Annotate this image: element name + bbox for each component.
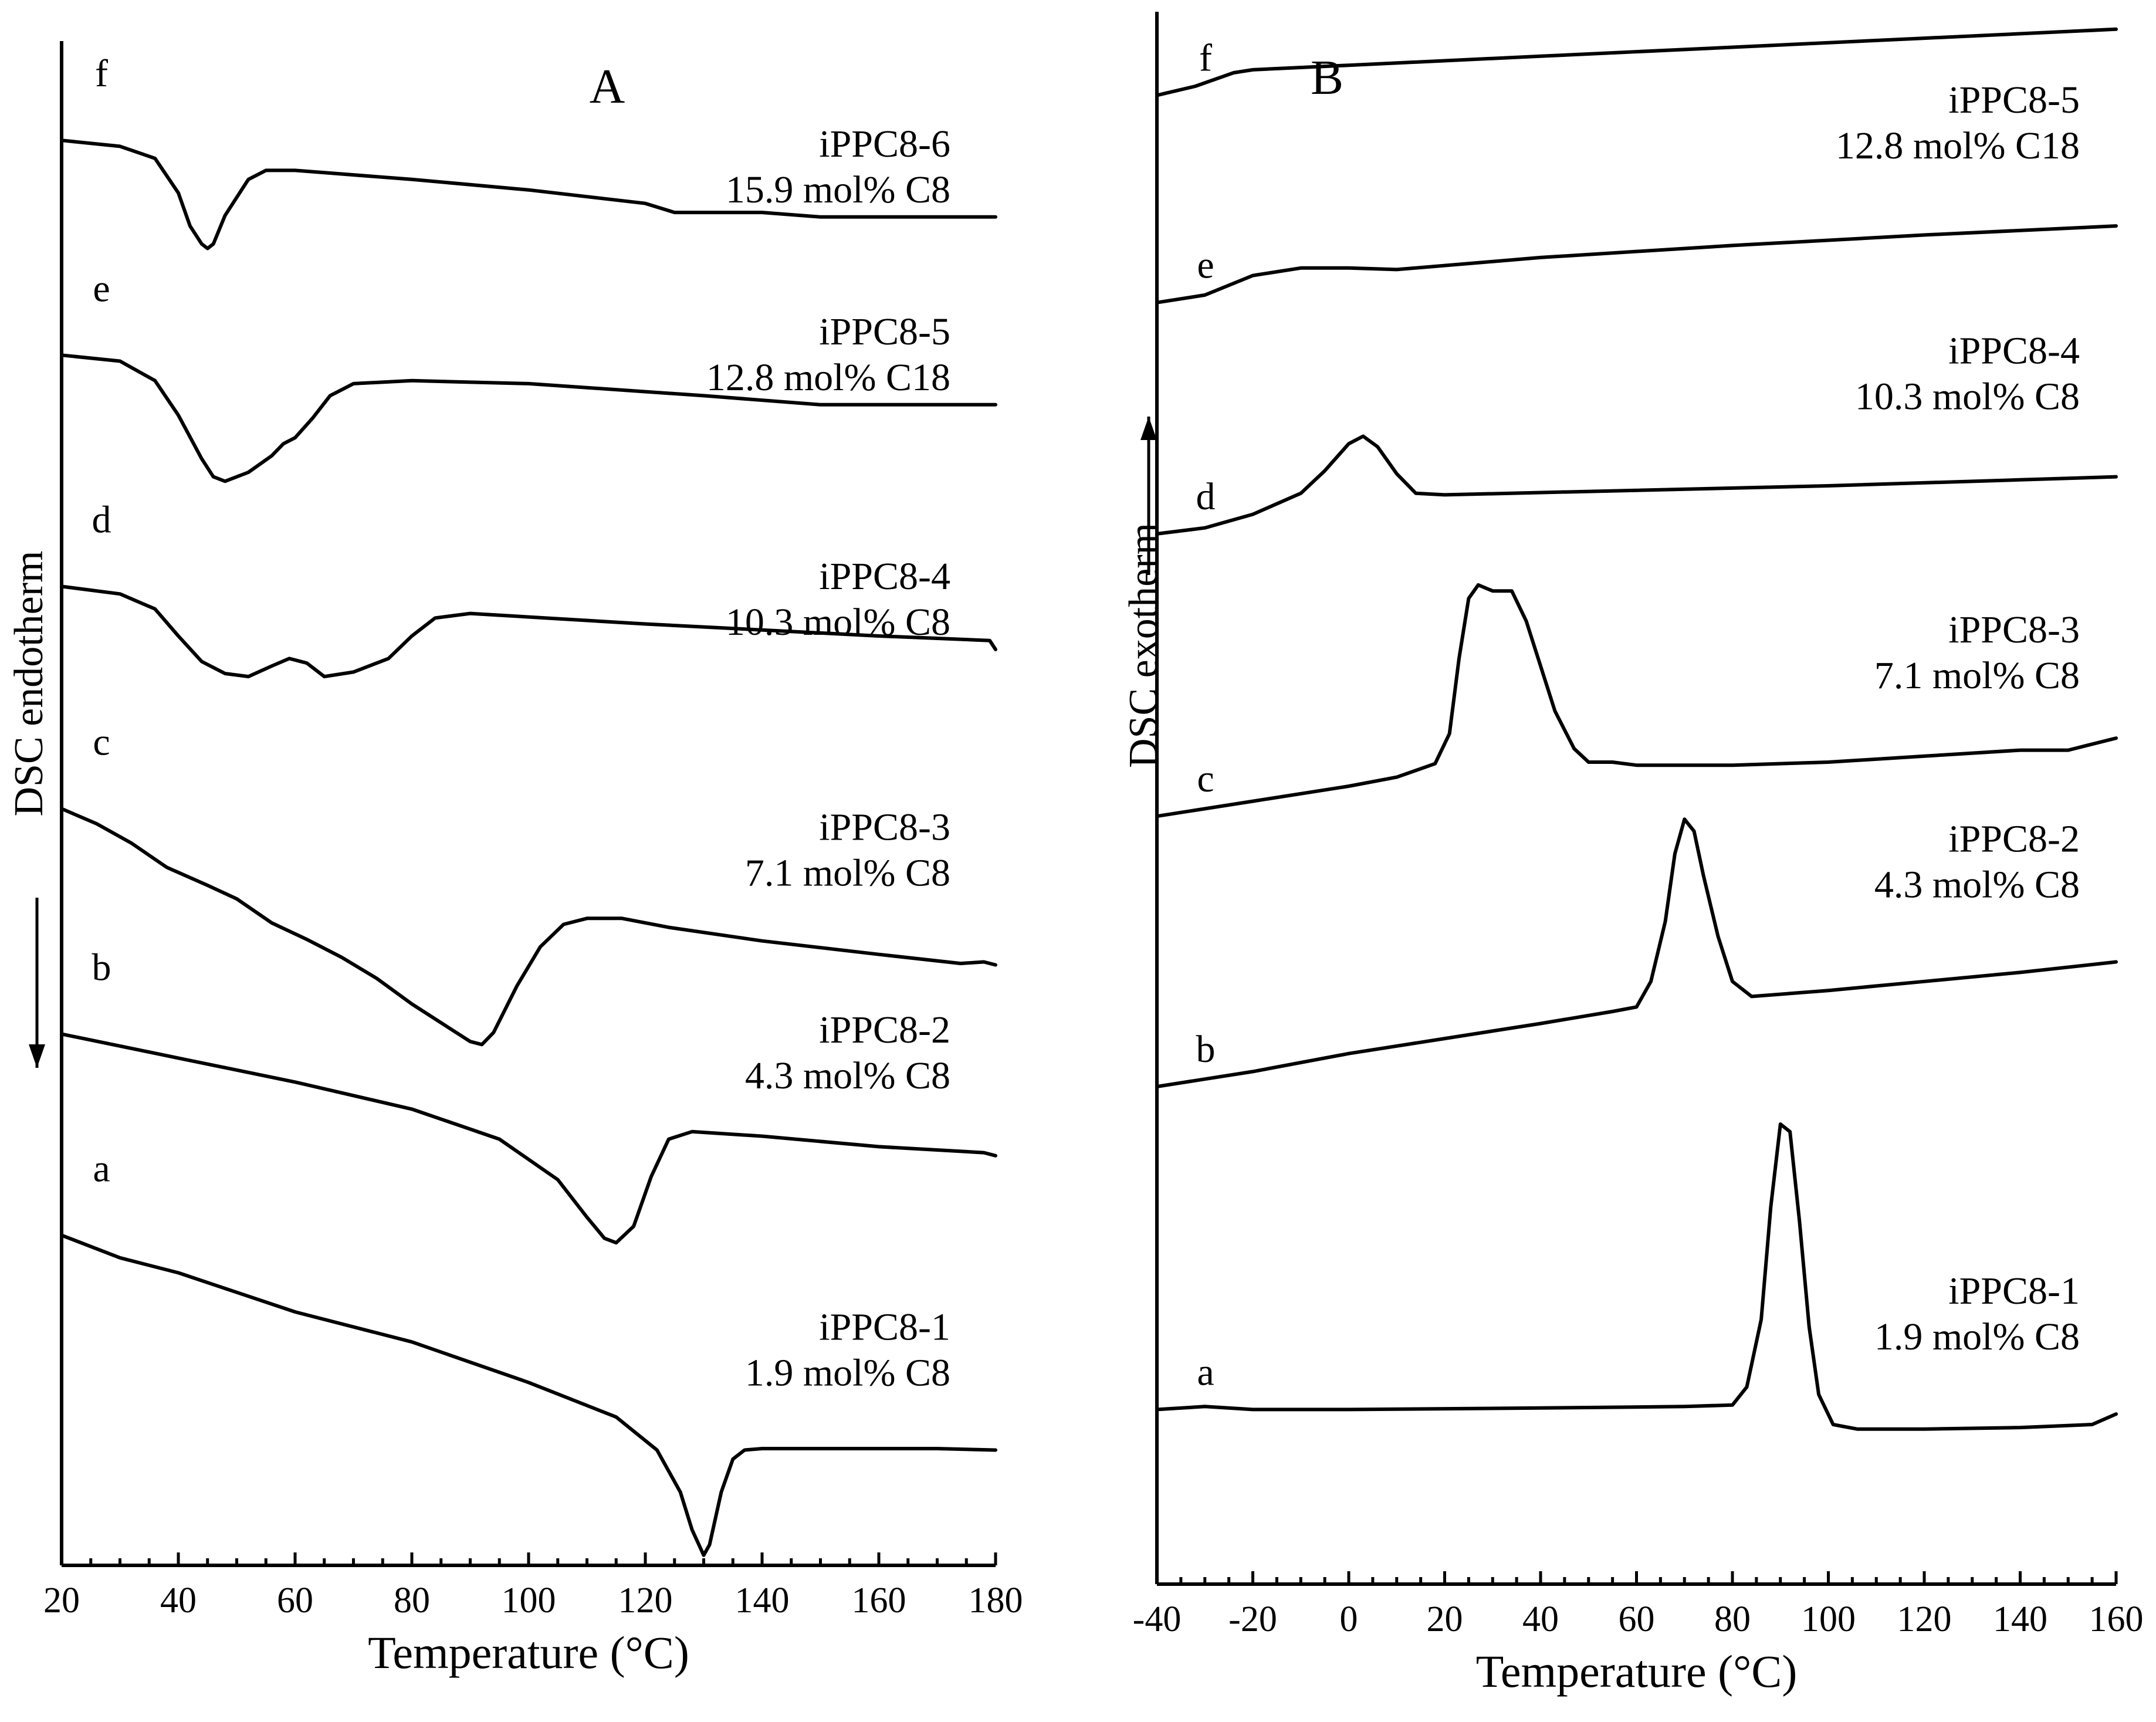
curve-d xyxy=(60,584,997,679)
x-tick-label: 100 xyxy=(1801,1599,1856,1639)
series-name-label: iPPC8-3 xyxy=(1948,608,2080,651)
curve-key-label: a xyxy=(93,1147,110,1190)
curve-key-label: d xyxy=(92,499,111,542)
x-tick-label: 80 xyxy=(1714,1599,1751,1639)
series-composition-label: 7.1 mol% C8 xyxy=(1874,654,2080,697)
curve-key-label: f xyxy=(1199,36,1212,79)
series-composition-label: 1.9 mol% C8 xyxy=(1874,1315,2080,1358)
curve-b xyxy=(1155,817,2118,1088)
series-name-label: iPPC8-4 xyxy=(1948,330,2080,373)
series-name-label: iPPC8-4 xyxy=(819,555,950,598)
x-tick-label: 20 xyxy=(43,1581,80,1620)
curve-key-label: e xyxy=(1197,244,1214,287)
series-composition-label: 1.9 mol% C8 xyxy=(745,1352,950,1395)
series-name-label: iPPC8-1 xyxy=(819,1306,950,1349)
curve-c xyxy=(1155,583,2118,818)
series-name-label: iPPC8-5 xyxy=(819,310,950,353)
curve-key-label: b xyxy=(92,946,111,989)
curve-key-label: d xyxy=(1196,475,1216,518)
series-name-label: iPPC8-2 xyxy=(1948,818,2080,861)
curve-e xyxy=(60,353,997,483)
curve-b xyxy=(60,1032,997,1245)
x-tick-label: 180 xyxy=(969,1581,1023,1620)
x-tick-label: 140 xyxy=(735,1581,790,1620)
series-name-label: iPPC8-2 xyxy=(819,1009,950,1051)
series-name-label: iPPC8-6 xyxy=(819,123,950,165)
x-tick-label: 100 xyxy=(502,1581,556,1620)
panel-b: -40 -20 0 20 40 60 80 100 120 140 160 Temperature (… xyxy=(1121,12,2144,1697)
x-tick-label: 0 xyxy=(1340,1599,1358,1639)
curve-key-label: f xyxy=(95,52,108,95)
y-axis-title: DSC exotherm xyxy=(1121,523,1166,768)
curve-c xyxy=(60,807,997,1047)
x-tick-label: 40 xyxy=(160,1581,197,1620)
series-composition-label: 4.3 mol% C8 xyxy=(1874,864,2080,906)
curve-e xyxy=(1155,224,2118,305)
x-tick-label: 120 xyxy=(618,1581,673,1620)
curve-a xyxy=(60,1233,997,1557)
curve-key-label: b xyxy=(1196,1028,1216,1071)
series-name-label: iPPC8-3 xyxy=(819,806,950,849)
series-name-label: iPPC8-1 xyxy=(1948,1270,2080,1312)
curve-key-label: c xyxy=(93,720,110,763)
x-tick-label: -40 xyxy=(1133,1599,1182,1639)
x-tick-label: -20 xyxy=(1228,1599,1277,1639)
series-composition-label: 12.8 mol% C18 xyxy=(1836,124,2080,167)
series-composition-label: 15.9 mol% C8 xyxy=(726,168,950,211)
series-composition-label: 10.3 mol% C8 xyxy=(726,601,950,644)
series-composition-label: 12.8 mol% C18 xyxy=(706,356,950,399)
x-tick-label: 160 xyxy=(852,1581,906,1620)
curve-key-label: c xyxy=(1197,757,1214,800)
y-axis-title: DSC endotherm xyxy=(6,550,52,816)
x-tick-label: 60 xyxy=(1619,1599,1655,1639)
curve-a xyxy=(1155,1122,2118,1431)
x-axis-title: Temperature (°C) xyxy=(1476,1646,1798,1697)
series-name-label: iPPC8-5 xyxy=(1948,79,2080,121)
curve-key-label: e xyxy=(93,267,110,310)
x-tick-label: 120 xyxy=(1897,1599,1952,1639)
series-composition-label: 7.1 mol% C8 xyxy=(745,852,950,895)
x-tick-label: 140 xyxy=(1993,1599,2047,1639)
curve-d xyxy=(1155,434,2118,536)
curve-key-label: a xyxy=(1197,1351,1214,1393)
curve-f xyxy=(1155,27,2118,97)
curve-f xyxy=(60,138,997,251)
y-axis-arrow-head xyxy=(29,1044,45,1068)
x-axis-title: Temperature (°C) xyxy=(368,1627,689,1678)
panel-a: 20 40 60 80 100 120 140 160 180 Temperature (°C) D… xyxy=(6,41,1023,1678)
series-composition-label: 4.3 mol% C8 xyxy=(745,1054,950,1097)
x-tick-label: 20 xyxy=(1427,1599,1463,1639)
x-tick-label: 60 xyxy=(277,1581,313,1620)
y-axis-arrow-head xyxy=(1140,417,1157,440)
panel-label: B xyxy=(1311,50,1343,105)
x-tick-label: 160 xyxy=(2089,1599,2144,1639)
x-tick-label: 80 xyxy=(394,1581,430,1620)
x-tick-label: 40 xyxy=(1522,1599,1559,1639)
series-composition-label: 10.3 mol% C8 xyxy=(1855,375,2080,418)
panel-label: A xyxy=(590,59,625,114)
